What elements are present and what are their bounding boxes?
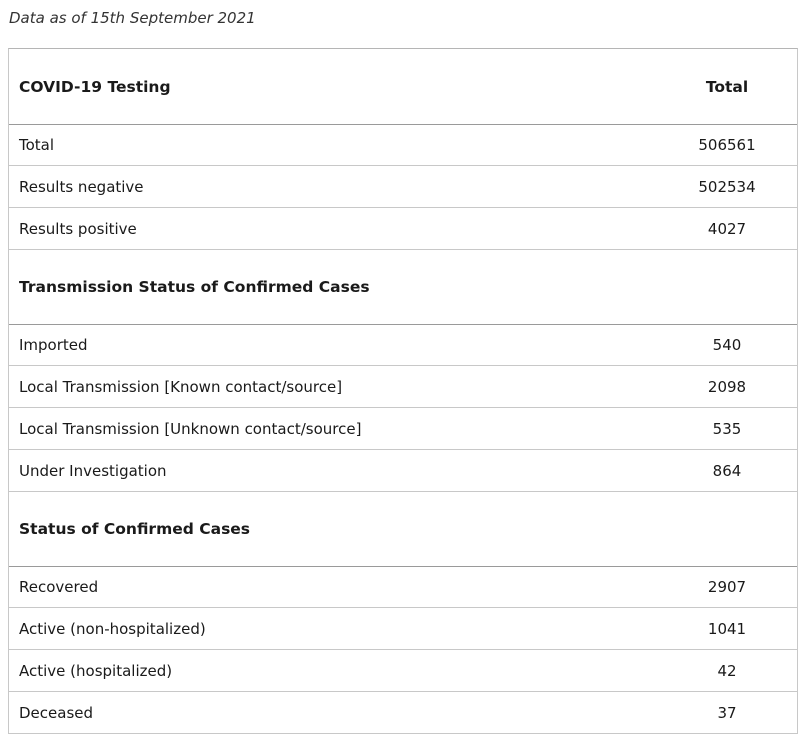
- row-value: 535: [712, 419, 742, 438]
- table-row: Total 506561: [9, 124, 797, 166]
- row-label: Recovered: [19, 578, 99, 596]
- table-row: Local Transmission [Known contact/source…: [9, 366, 797, 408]
- data-date-caption: Data as of 15th September 2021: [9, 9, 256, 27]
- row-label: Results positive: [19, 219, 137, 238]
- row-label: Local Transmission [Known contact/source…: [19, 377, 343, 396]
- section-title: Transmission Status of Confirmed Cases: [19, 278, 370, 296]
- table-row: Imported 540: [9, 324, 797, 366]
- row-label: Active (hospitalized): [19, 661, 173, 680]
- table-row: Active (non-hospitalized) 1041: [9, 608, 797, 650]
- row-value: 2098: [707, 377, 747, 396]
- row-value: 4027: [707, 219, 747, 238]
- row-value: 2907: [707, 578, 747, 596]
- total-column-header: Total: [705, 77, 749, 96]
- table-row: Active (hospitalized) 42: [9, 650, 797, 692]
- row-label: Under Investigation: [19, 461, 167, 480]
- row-value: 502534: [698, 177, 756, 196]
- transmission-section-heading: Transmission Status of Confirmed Cases: [9, 250, 797, 325]
- covid-stats-table: COVID-19 Testing Total Total 506561 Resu…: [8, 48, 798, 734]
- testing-header-label: COVID-19 Testing: [19, 77, 171, 96]
- row-label: Active (non-hospitalized): [19, 619, 206, 638]
- row-value: 37: [717, 703, 737, 722]
- row-value: 1041: [707, 619, 747, 638]
- table-row: Deceased 37: [9, 692, 797, 734]
- table-row: Local Transmission [Unknown contact/sour…: [9, 408, 797, 450]
- table-row: Results negative 502534: [9, 166, 797, 208]
- row-value: 864: [712, 461, 742, 480]
- row-value: 506561: [698, 136, 756, 154]
- row-label: Results negative: [19, 177, 144, 196]
- row-label: Local Transmission [Unknown contact/sour…: [19, 419, 362, 438]
- table-row: Results positive 4027: [9, 208, 797, 250]
- table-row: Under Investigation 864: [9, 450, 797, 492]
- row-value: 42: [717, 661, 737, 680]
- row-label: Total: [19, 136, 55, 154]
- table-row: Recovered 2907: [9, 566, 797, 608]
- row-label: Imported: [19, 336, 88, 354]
- row-label: Deceased: [19, 703, 94, 722]
- row-value: 540: [712, 336, 742, 354]
- status-section-heading: Status of Confirmed Cases: [9, 492, 797, 567]
- table-header-row: COVID-19 Testing Total: [9, 49, 797, 125]
- section-title: Status of Confirmed Cases: [19, 520, 251, 538]
